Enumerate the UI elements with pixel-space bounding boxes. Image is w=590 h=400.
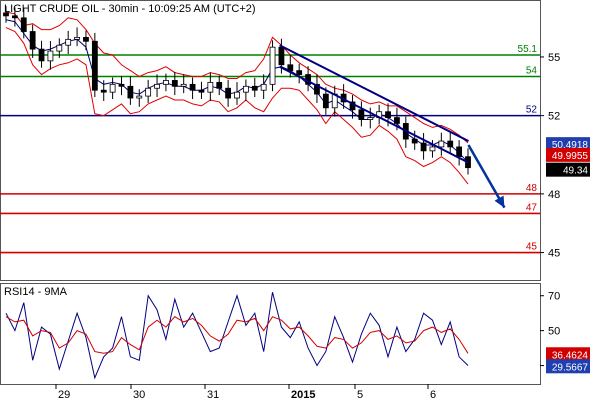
pivot-label-2: 52 — [526, 105, 538, 116]
candle-body — [109, 83, 116, 93]
price-y-tick-label: 48 — [548, 189, 560, 201]
candle-body — [429, 146, 436, 152]
price-tag-box — [546, 162, 590, 177]
candle-body — [234, 91, 240, 99]
price-y-tick-label: 55 — [548, 52, 560, 64]
candle-body — [47, 50, 54, 62]
candle-body — [83, 36, 89, 42]
candle-body — [260, 83, 267, 91]
rsi-tag-label: 36.4624 — [552, 350, 589, 361]
candle-body — [420, 142, 427, 152]
price-tag-label: 49.9955 — [552, 151, 589, 162]
price-y-tick-label: 52 — [548, 111, 560, 123]
candle-body — [20, 17, 27, 32]
resistance-label-0: 55.1 — [518, 44, 538, 55]
candle-body — [118, 83, 125, 87]
candle-body — [367, 117, 374, 120]
rsi-tag-box — [546, 359, 590, 374]
x-tick-label: 31 — [207, 389, 219, 400]
x-tick-label: 29 — [58, 389, 70, 400]
candle-body — [216, 81, 223, 89]
rsi-ma-line — [5, 316, 469, 354]
rsi-y-tick-label: 70 — [548, 291, 560, 303]
x-tick-label: 5 — [357, 389, 363, 400]
candle-body — [278, 46, 285, 66]
candle-body — [29, 31, 36, 50]
x-tick-label: 30 — [133, 389, 145, 400]
candle-body — [145, 87, 152, 97]
projection-arrow — [467, 144, 506, 209]
candle-body — [65, 38, 72, 46]
candle-body — [74, 36, 80, 40]
price-tag-label: 49.34 — [563, 166, 588, 177]
candle-body — [91, 40, 98, 91]
candle-body — [447, 140, 454, 148]
candle-body — [38, 48, 45, 62]
rsi-tag-label: 29.5667 — [552, 362, 589, 373]
candle-body — [127, 85, 134, 99]
candlestick-series — [3, 6, 471, 175]
candle-body — [322, 93, 329, 109]
bollinger-upper-line — [5, 11, 469, 144]
projection-arrow-head — [494, 195, 505, 208]
price-tag-box — [546, 147, 590, 162]
rsi-series — [5, 292, 469, 380]
resistance-label-1: 54 — [526, 66, 538, 77]
support-label-3: 48 — [526, 183, 538, 194]
candle-body — [3, 12, 9, 17]
chart-title: LIGHT CRUDE OIL - 30min - 10:09:25 AM (U… — [4, 3, 256, 15]
trend-channel-upper — [279, 44, 469, 142]
support-label-5: 45 — [526, 242, 538, 253]
candle-body — [180, 83, 187, 87]
candle-body — [394, 117, 400, 124]
price-y-tick-label: 45 — [548, 248, 560, 260]
candle-body — [251, 85, 258, 91]
candle-body — [207, 81, 214, 93]
candle-body — [225, 87, 232, 99]
candle-body — [154, 83, 160, 89]
rsi-line — [5, 292, 469, 380]
price-y-axis: 55 52 48 45 — [540, 52, 560, 260]
price-plot-border — [0, 0, 541, 281]
rsi-plot-border — [0, 283, 541, 385]
bollinger-lower-line — [5, 27, 469, 185]
candle-body — [385, 111, 391, 118]
trend-channel — [279, 44, 469, 164]
candle-body — [287, 64, 294, 72]
candle-body — [189, 83, 196, 91]
candle-body — [438, 140, 445, 148]
x-axis: 29 30 31 2015 5 6 — [55, 384, 436, 400]
candle-body — [198, 89, 205, 93]
candle-body — [56, 44, 63, 52]
trend-channel-lower — [279, 65, 469, 164]
rsi-title: RSI14 - 9MA — [4, 286, 68, 298]
candle-body — [269, 46, 276, 85]
projection-arrow-shaft — [467, 144, 506, 209]
price-tag-label: 50.4918 — [552, 140, 589, 151]
candle-body — [100, 89, 107, 93]
candle-body — [456, 146, 463, 158]
candle-body — [358, 109, 365, 120]
rsi-y-tick-label: 50 — [548, 326, 560, 338]
candle-body — [411, 138, 418, 144]
rsi-tag-box — [546, 347, 590, 362]
candle-body — [296, 70, 303, 75]
candle-body — [171, 80, 178, 87]
x-tick-label: 2015 — [291, 389, 315, 400]
x-tick-label: 6 — [430, 389, 436, 400]
candle-body — [314, 83, 320, 95]
price-tag-box — [546, 137, 590, 152]
candle-body — [163, 80, 169, 85]
candle-body — [11, 15, 18, 19]
support-label-4: 47 — [526, 202, 538, 213]
candle-body — [136, 95, 143, 99]
price-panel: 55.1 54 52 48 47 45 LIGHT CRUDE OIL - 30min -… — [0, 0, 590, 281]
candle-body — [242, 85, 249, 93]
